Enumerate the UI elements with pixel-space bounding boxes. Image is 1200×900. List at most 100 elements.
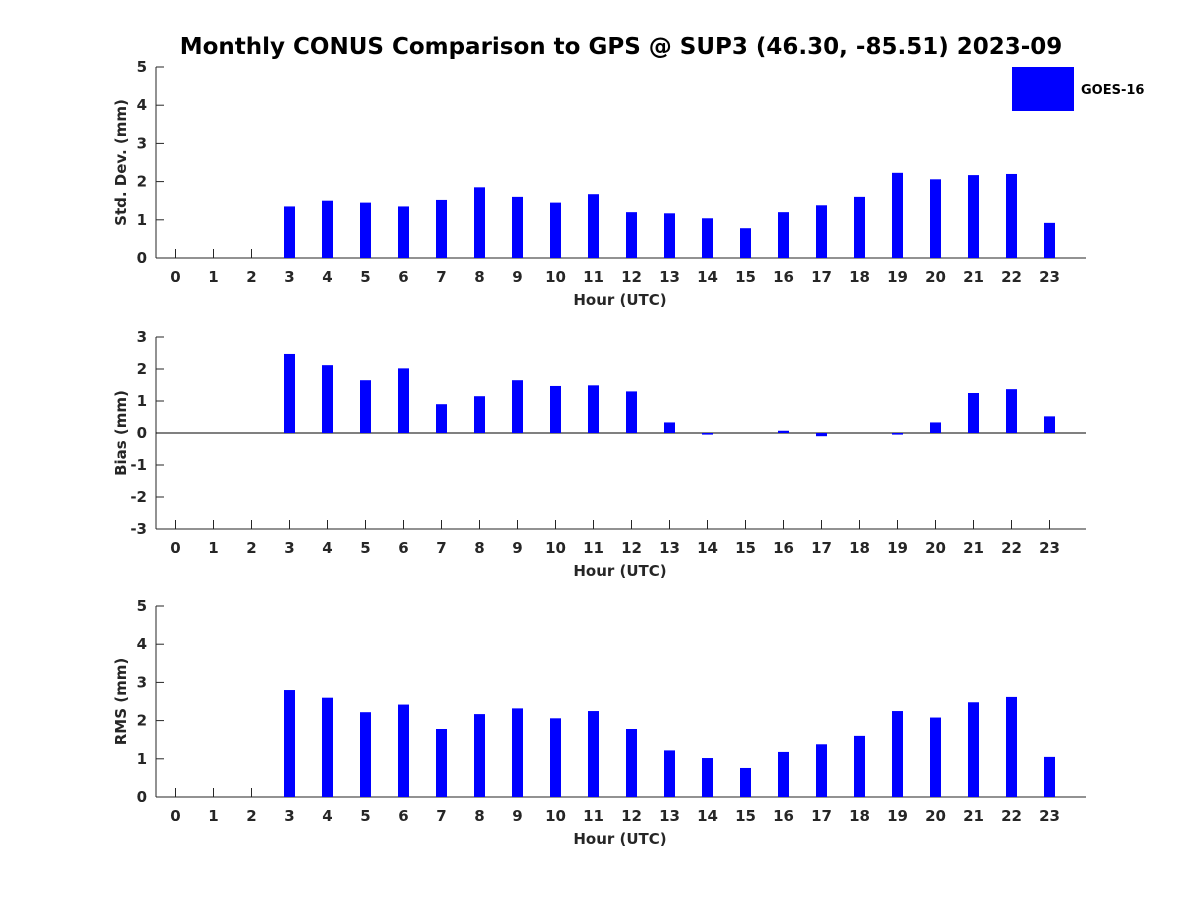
std-dev-bar <box>664 213 675 258</box>
bias-bar <box>474 396 485 433</box>
bias-y-tick-label: -2 <box>130 488 147 506</box>
std-dev-bar <box>892 172 903 258</box>
bias-x-tick-label: 6 <box>398 539 408 557</box>
bias-bar <box>436 404 447 433</box>
bias-bar <box>930 422 941 433</box>
rms-bar <box>360 712 371 797</box>
std-dev-x-tick-label: 12 <box>621 268 642 286</box>
std-dev-bar <box>550 202 561 258</box>
std-dev-x-tick-label: 22 <box>1001 268 1022 286</box>
std-dev-bar <box>512 196 523 258</box>
std-dev-bar <box>816 205 827 258</box>
bias-bar <box>322 365 333 433</box>
bias-x-tick-label: 10 <box>545 539 566 557</box>
std-dev-x-tick-label: 18 <box>849 268 870 286</box>
std-dev-x-tick-label: 1 <box>208 268 218 286</box>
bias-bar <box>892 433 903 435</box>
rms-y-tick-label: 0 <box>137 788 147 806</box>
bias-bar <box>550 385 561 433</box>
std-dev-x-tick-label: 14 <box>697 268 718 286</box>
bias-x-tick-label: 12 <box>621 539 642 557</box>
std-dev-bar <box>284 206 295 258</box>
std-dev-bar <box>1006 173 1017 258</box>
std-dev-y-tick-label: 5 <box>137 58 147 76</box>
std-dev-y-tick-label: 4 <box>137 96 147 114</box>
rms-bar <box>474 714 485 797</box>
std-dev-x-tick-label: 19 <box>887 268 908 286</box>
rms-x-tick-label: 11 <box>583 807 604 825</box>
bias-bar <box>588 385 599 433</box>
std-dev-x-tick-label: 15 <box>735 268 756 286</box>
bias-x-tick-label: 11 <box>583 539 604 557</box>
rms-bar <box>664 750 675 797</box>
rms-bar <box>588 711 599 797</box>
std-dev-x-axis-label: Hour (UTC) <box>573 291 666 309</box>
bias-y-axis-label: Bias (mm) <box>112 390 130 476</box>
bias-bar <box>284 353 295 433</box>
std-dev-x-tick-label: 16 <box>773 268 794 286</box>
std-dev-bar <box>360 202 371 258</box>
bias-bar <box>1006 389 1017 433</box>
rms-x-tick-label: 7 <box>436 807 446 825</box>
rms-x-axis-label: Hour (UTC) <box>573 830 666 848</box>
rms-y-tick-label: 5 <box>137 597 147 615</box>
bias-x-tick-label: 8 <box>474 539 484 557</box>
bias-y-tick-label: 0 <box>137 424 147 442</box>
rms-bar <box>512 708 523 797</box>
rms-bar <box>1006 696 1017 797</box>
rms-x-tick-label: 10 <box>545 807 566 825</box>
rms-x-tick-label: 3 <box>284 807 294 825</box>
bias-x-tick-label: 1 <box>208 539 218 557</box>
rms-bar <box>930 717 941 797</box>
rms-bar <box>436 729 447 797</box>
rms-bar <box>854 735 865 797</box>
rms-x-tick-label: 21 <box>963 807 984 825</box>
bias-x-tick-label: 2 <box>246 539 256 557</box>
rms-x-tick-label: 22 <box>1001 807 1022 825</box>
std-dev-x-tick-label: 4 <box>322 268 332 286</box>
std-dev-x-tick-label: 21 <box>963 268 984 286</box>
bias-x-tick-label: 21 <box>963 539 984 557</box>
bias-bar <box>626 391 637 433</box>
bias-x-tick-label: 17 <box>811 539 832 557</box>
rms-x-tick-label: 17 <box>811 807 832 825</box>
rms-x-tick-label: 14 <box>697 807 718 825</box>
bias-x-axis-label: Hour (UTC) <box>573 562 666 580</box>
std-dev-x-tick-label: 5 <box>360 268 370 286</box>
rms-x-tick-label: 16 <box>773 807 794 825</box>
std-dev-bar <box>740 228 751 258</box>
std-dev-bar <box>436 199 447 258</box>
bias-x-tick-label: 5 <box>360 539 370 557</box>
rms-x-tick-label: 1 <box>208 807 218 825</box>
rms-x-tick-label: 23 <box>1039 807 1060 825</box>
bias-x-tick-label: 15 <box>735 539 756 557</box>
bias-bar <box>816 433 827 437</box>
bias-x-tick-label: 9 <box>512 539 522 557</box>
bias-y-tick-label: 1 <box>137 392 147 410</box>
bias-y-tick-label: 3 <box>137 328 147 346</box>
std-dev-bar <box>588 194 599 258</box>
bias-bar <box>702 433 713 435</box>
std-dev-x-tick-label: 23 <box>1039 268 1060 286</box>
std-dev-bar <box>854 196 865 258</box>
std-dev-bar <box>702 218 713 258</box>
rms-y-tick-label: 4 <box>137 635 147 653</box>
rms-bar <box>550 718 561 797</box>
std-dev-x-tick-label: 7 <box>436 268 446 286</box>
bias-y-tick-label: -3 <box>130 520 147 538</box>
std-dev-x-tick-label: 13 <box>659 268 680 286</box>
bias-bar <box>398 368 409 433</box>
rms-y-tick-label: 1 <box>137 750 147 768</box>
rms-x-tick-label: 19 <box>887 807 908 825</box>
std-dev-y-tick-label: 2 <box>137 173 147 191</box>
rms-x-tick-label: 13 <box>659 807 680 825</box>
rms-x-tick-label: 2 <box>246 807 256 825</box>
bias-x-tick-label: 16 <box>773 539 794 557</box>
bias-y-tick-label: -1 <box>130 456 147 474</box>
rms-x-tick-label: 0 <box>170 807 180 825</box>
std-dev-bar <box>1044 222 1055 258</box>
rms-x-tick-label: 15 <box>735 807 756 825</box>
